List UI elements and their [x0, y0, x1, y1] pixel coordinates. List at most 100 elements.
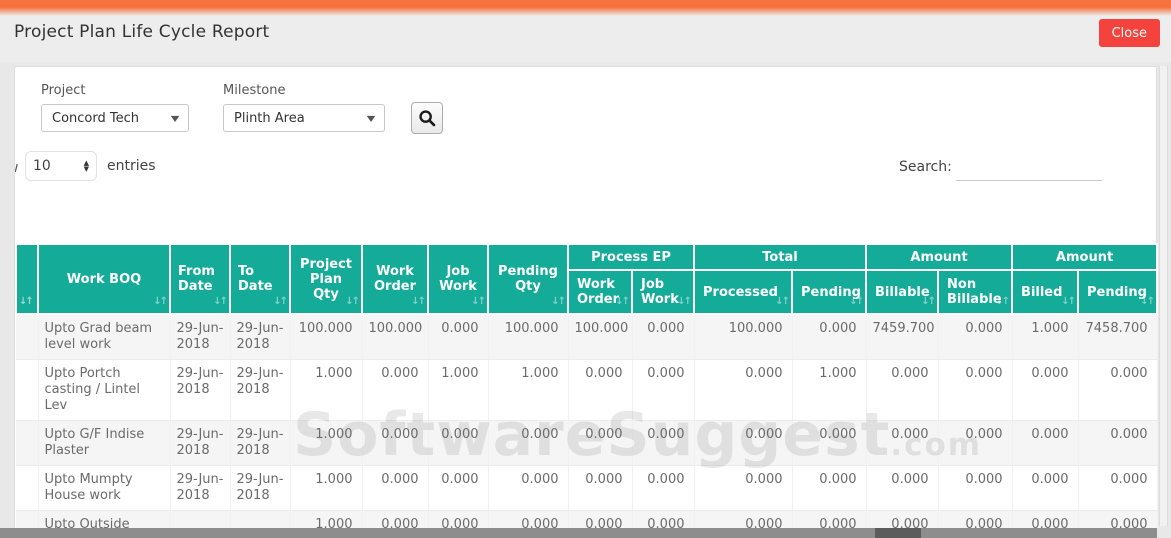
- table-row: Upto Grad beam level work29-Jun-201829-J…: [16, 314, 1157, 360]
- clipped-show-label: w: [15, 160, 21, 176]
- date-cell: 29-Jun-2018: [170, 421, 230, 466]
- value-cell: 100.000: [568, 314, 632, 360]
- spinner-icon: ▲▼: [84, 160, 89, 172]
- sort-icon[interactable]: ↓↑: [849, 294, 862, 309]
- scrollbar-corner: [1157, 528, 1171, 538]
- sort-icon[interactable]: ↓↑: [273, 294, 286, 309]
- vertical-scrollbar[interactable]: [1159, 66, 1168, 526]
- horizontal-scrollbar[interactable]: [0, 528, 1157, 538]
- project-label: Project: [41, 83, 85, 98]
- value-cell: 0.000: [632, 421, 694, 466]
- sort-icon[interactable]: ↓↑: [19, 294, 32, 309]
- column-header-billed[interactable]: Billed ↓↑: [1012, 270, 1078, 314]
- value-cell: 1.000: [290, 360, 362, 421]
- chevron-down-icon: ▼: [367, 114, 376, 123]
- column-header-billable[interactable]: Billable ↓↑: [866, 270, 938, 314]
- value-cell: 0.000: [568, 421, 632, 466]
- table-row: Upto G/F Indise Plaster29-Jun-201829-Jun…: [16, 421, 1157, 466]
- value-cell: 0.000: [428, 314, 488, 360]
- value-cell: 0.000: [792, 314, 866, 360]
- value-cell: 0.000: [488, 466, 568, 511]
- column-header-project-plan-qty[interactable]: Project Plan Qty ↓↑: [290, 244, 362, 314]
- value-cell: 0.000: [632, 360, 694, 421]
- project-select[interactable]: Concord Tech ▼: [41, 104, 189, 132]
- value-cell: 100.000: [694, 314, 792, 360]
- value-cell: 1.000: [792, 360, 866, 421]
- value-cell: 7458.700: [1078, 314, 1157, 360]
- column-header-from-date[interactable]: From Date ↓↑: [170, 244, 230, 314]
- value-cell: 0.000: [362, 466, 428, 511]
- sort-icon[interactable]: ↓↑: [921, 294, 934, 309]
- column-header-work-boq[interactable]: Work BOQ ↓↑: [38, 244, 170, 314]
- report-table-wrap: ↓↑ Work BOQ ↓↑ From Date ↓↑ To Date ↓↑: [15, 243, 1156, 538]
- search-icon: [417, 108, 437, 128]
- sort-icon[interactable]: ↓↑: [995, 294, 1008, 309]
- value-cell: 0.000: [694, 421, 792, 466]
- table-body: Upto Grad beam level work29-Jun-201829-J…: [16, 314, 1157, 538]
- sort-icon[interactable]: ↓↑: [213, 294, 226, 309]
- close-button[interactable]: Close: [1099, 19, 1160, 47]
- column-header-pending-qty[interactable]: Pending Qty ↓↑: [488, 244, 568, 314]
- sort-icon[interactable]: ↓↑: [677, 294, 690, 309]
- group-header-process-ep: Process EP: [568, 244, 694, 270]
- work-boq-cell: Upto G/F Indise Plaster: [38, 421, 170, 466]
- value-cell: 0.000: [1012, 466, 1078, 511]
- entries-select[interactable]: 10 ▲▼: [25, 151, 97, 181]
- value-cell: 1.000: [1012, 314, 1078, 360]
- group-header-amount-2: Amount: [1012, 244, 1157, 270]
- sort-icon[interactable]: ↓↑: [775, 294, 788, 309]
- value-cell: 0.000: [866, 466, 938, 511]
- value-cell: 1.000: [290, 466, 362, 511]
- column-header-ep-job-work[interactable]: Job Work ↓↑: [632, 270, 694, 314]
- value-cell: 0.000: [694, 360, 792, 421]
- group-header-amount-1: Amount: [866, 244, 1012, 270]
- work-boq-cell: Upto Grad beam level work: [38, 314, 170, 360]
- date-cell: 29-Jun-2018: [230, 421, 290, 466]
- value-cell: 0.000: [428, 421, 488, 466]
- column-header-non-billable[interactable]: Non Billable ↓↑: [938, 270, 1012, 314]
- column-header-to-date[interactable]: To Date ↓↑: [230, 244, 290, 314]
- horizontal-scrollbar-thumb[interactable]: [875, 528, 921, 538]
- date-cell: 29-Jun-2018: [170, 314, 230, 360]
- report-table: ↓↑ Work BOQ ↓↑ From Date ↓↑ To Date ↓↑: [15, 243, 1158, 538]
- column-header-select[interactable]: ↓↑: [16, 244, 38, 314]
- column-header-job-work[interactable]: Job Work ↓↑: [428, 244, 488, 314]
- value-cell: 0.000: [1078, 360, 1157, 421]
- search-button[interactable]: [411, 102, 443, 134]
- column-header-ep-work-order[interactable]: Work Order ↓↑: [568, 270, 632, 314]
- sort-icon[interactable]: ↓↑: [615, 294, 628, 309]
- column-header-total-pending[interactable]: Pending ↓↑: [792, 270, 866, 314]
- work-boq-cell: Upto Portch casting / Lintel Lev: [38, 360, 170, 421]
- sort-icon[interactable]: ↓↑: [1140, 294, 1153, 309]
- column-header-processed[interactable]: Processed ↓↑: [694, 270, 792, 314]
- column-header-work-order[interactable]: Work Order ↓↑: [362, 244, 428, 314]
- row-spacer-cell: [16, 421, 38, 466]
- sort-icon[interactable]: ↓↑: [153, 294, 166, 309]
- page-title: Project Plan Life Cycle Report: [14, 22, 269, 42]
- value-cell: 1.000: [428, 360, 488, 421]
- value-cell: 0.000: [568, 466, 632, 511]
- value-cell: 0.000: [632, 466, 694, 511]
- value-cell: 0.000: [938, 421, 1012, 466]
- value-cell: 0.000: [428, 466, 488, 511]
- milestone-select[interactable]: Plinth Area ▼: [223, 104, 385, 132]
- value-cell: 0.000: [866, 421, 938, 466]
- value-cell: 100.000: [290, 314, 362, 360]
- value-cell: 1.000: [488, 360, 568, 421]
- date-cell: 29-Jun-2018: [230, 360, 290, 421]
- sort-icon[interactable]: ↓↑: [471, 294, 484, 309]
- date-cell: 29-Jun-2018: [170, 360, 230, 421]
- milestone-select-value: Plinth Area: [234, 111, 305, 126]
- column-header-amount-pending[interactable]: Pending ↓↑: [1078, 270, 1157, 314]
- search-input[interactable]: [956, 155, 1102, 181]
- modal-title-bar: Project Plan Life Cycle Report Close: [0, 0, 1171, 62]
- project-select-value: Concord Tech: [52, 111, 139, 126]
- value-cell: 0.000: [694, 466, 792, 511]
- sort-icon[interactable]: ↓↑: [1061, 294, 1074, 309]
- sort-icon[interactable]: ↓↑: [551, 294, 564, 309]
- sort-icon[interactable]: ↓↑: [411, 294, 424, 309]
- value-cell: 0.000: [568, 360, 632, 421]
- chevron-down-icon: ▼: [171, 114, 180, 123]
- sort-icon[interactable]: ↓↑: [345, 294, 358, 309]
- table-row: Upto Mumpty House work29-Jun-201829-Jun-…: [16, 466, 1157, 511]
